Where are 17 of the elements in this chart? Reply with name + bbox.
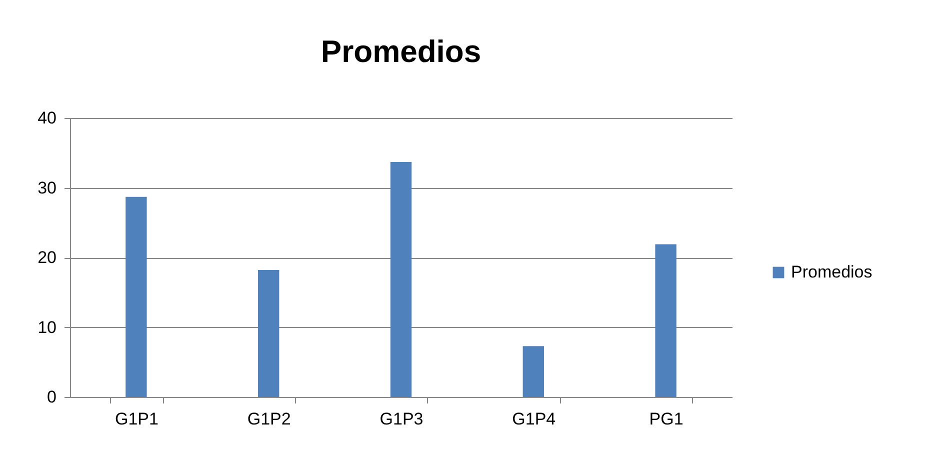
- bar: [390, 162, 412, 397]
- x-tick-label: G1P2: [247, 410, 291, 428]
- x-tick-label: PG1: [649, 410, 684, 428]
- x-tick-label: G1P1: [114, 410, 158, 428]
- y-tick-label: 40: [38, 108, 56, 128]
- bar: [126, 196, 147, 397]
- y-tick-label: 0: [47, 388, 56, 406]
- y-tick-label: 20: [38, 248, 56, 267]
- y-tick-label: 30: [38, 178, 56, 198]
- bar: [655, 244, 676, 397]
- x-tick-label: G1P4: [512, 410, 556, 428]
- bar: [522, 346, 544, 397]
- bar: [258, 270, 280, 397]
- y-tick-label: 10: [38, 318, 56, 337]
- x-tick-label: G1P3: [380, 410, 424, 428]
- legend-label: Promedios: [791, 262, 872, 282]
- chart-title: Promedios: [320, 34, 482, 69]
